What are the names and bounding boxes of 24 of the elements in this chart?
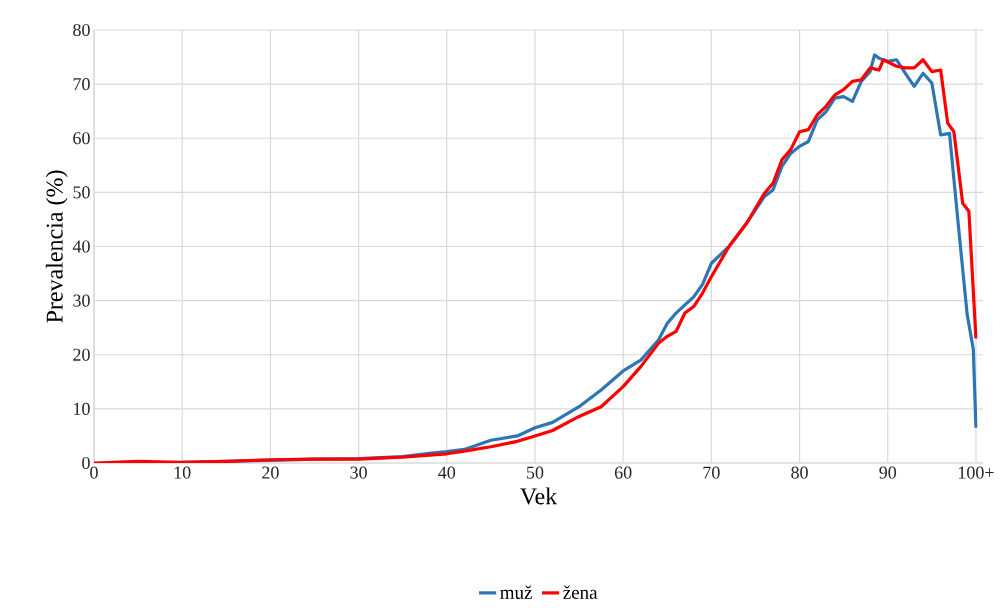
x-tick-label: 20 — [262, 466, 279, 479]
x-tick-label: 70 — [703, 466, 720, 479]
y-axis-title: Prevalencia (%) — [45, 170, 68, 323]
legend-label: muž — [500, 585, 532, 599]
legend-label: žena — [563, 585, 598, 599]
y-tick-label: 10 — [74, 402, 90, 415]
x-tick-label: 100+ — [958, 466, 994, 479]
x-tick-label: 60 — [614, 466, 632, 479]
x-tick-label: 90 — [879, 466, 897, 479]
y-tick-label: 60 — [73, 132, 90, 145]
x-axis-title: Vek — [520, 487, 558, 505]
y-tick-label: 0 — [82, 456, 90, 470]
x-tick-label: 0 — [90, 466, 98, 479]
y-tick-label: 20 — [73, 348, 90, 361]
x-tick-label: 50 — [527, 466, 544, 479]
x-tick-label: 30 — [350, 466, 367, 479]
y-tick-label: 40 — [72, 240, 90, 253]
x-tick-label: 10 — [174, 466, 191, 479]
x-tick-label: 80 — [791, 466, 808, 479]
y-tick-label: 50 — [73, 186, 90, 199]
y-tick-label: 30 — [73, 294, 90, 307]
x-tick-label: 40 — [438, 466, 456, 479]
y-tick-label: 80 — [73, 23, 90, 37]
y-tick-label: 70 — [73, 78, 90, 91]
